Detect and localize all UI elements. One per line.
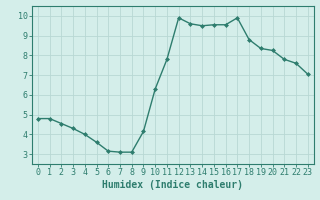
X-axis label: Humidex (Indice chaleur): Humidex (Indice chaleur) — [102, 180, 243, 190]
